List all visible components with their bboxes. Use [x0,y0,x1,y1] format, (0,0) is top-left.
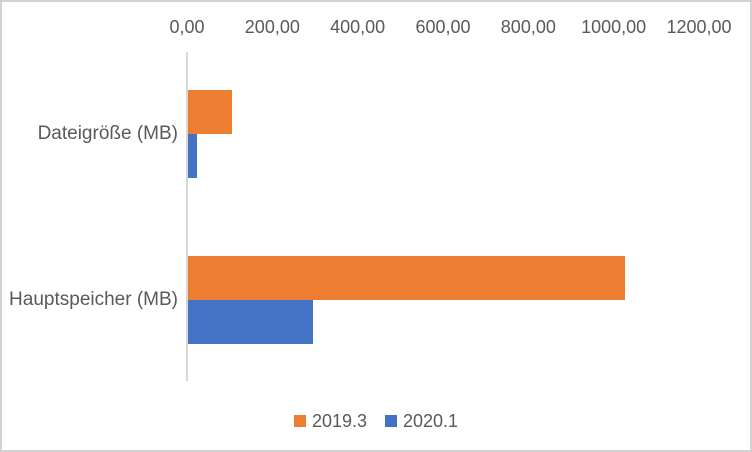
legend: 2019.3 2020.1 [2,410,750,432]
legend-label: 2019.3 [311,411,367,431]
value-axis-tick-label: 200,00 [244,17,300,37]
bar-series-2019.3-hauptspeicher [188,256,625,300]
value-axis-tick-label: 400,00 [330,17,386,37]
bar-series-2020.1-dateigroesse [188,134,197,178]
category-axis-label: Hauptspeicher (MB) [9,289,178,310]
legend-swatch-icon [293,415,306,427]
bar-series-2020.1-hauptspeicher [188,300,313,344]
value-axis-tick-label: 1200,00 [666,17,732,37]
value-axis-tick-label: 600,00 [415,17,471,37]
category-axis-line [186,52,188,381]
value-axis-tick-label: 1000,00 [581,17,647,37]
value-axis-tick-label: 800,00 [500,17,556,37]
legend-swatch-icon [385,415,397,427]
category-axis-label: Dateigröße (MB) [37,123,178,144]
legend-entry-2019.3: 2019.3 [293,410,367,432]
bar-series-2019.3-dateigroesse [188,90,233,134]
legend-label: 2020.1 [403,411,459,431]
value-axis-tick-label: 0,00 [169,17,205,37]
legend-entry-2020.1: 2020.1 [385,410,458,432]
